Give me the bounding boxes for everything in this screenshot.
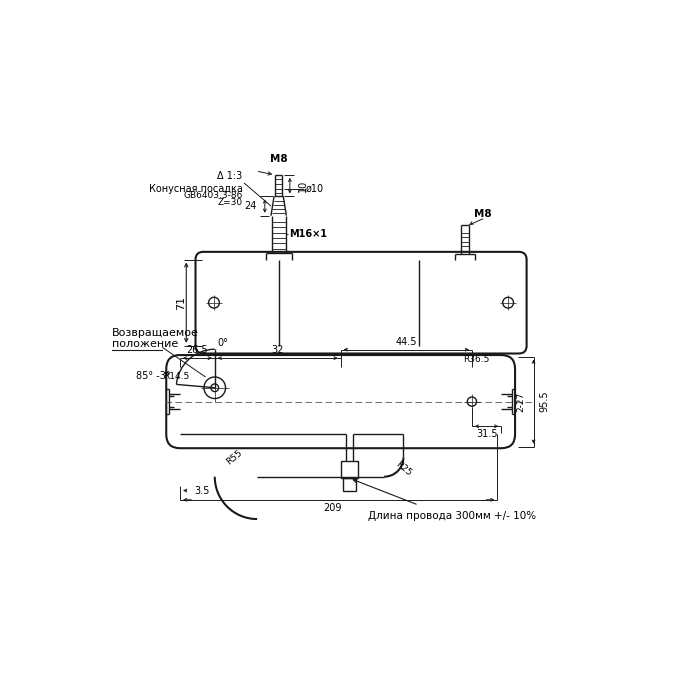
Text: M8: M8	[270, 154, 288, 164]
Text: R36.5: R36.5	[463, 356, 490, 364]
Text: R55: R55	[224, 448, 244, 467]
Text: 2-27: 2-27	[517, 391, 526, 412]
Text: Z=30: Z=30	[218, 198, 242, 207]
Text: ø10: ø10	[305, 184, 323, 194]
Text: Конусная посадка: Конусная посадка	[148, 183, 242, 194]
Text: M16×1: M16×1	[288, 229, 327, 239]
Text: M8: M8	[475, 209, 492, 218]
Text: 0°: 0°	[218, 337, 229, 348]
Text: 3.5: 3.5	[194, 486, 209, 496]
Text: 24: 24	[245, 201, 257, 211]
Text: Длина провода 300мм +/- 10%: Длина провода 300мм +/- 10%	[368, 511, 536, 522]
Text: 32: 32	[272, 345, 284, 355]
Text: 71: 71	[176, 295, 186, 309]
Text: R14.5: R14.5	[163, 372, 189, 381]
Text: положение: положение	[112, 339, 178, 349]
Text: 10: 10	[298, 179, 307, 192]
Text: Возвращаемое: Возвращаемое	[112, 328, 200, 338]
Text: R25: R25	[393, 460, 413, 478]
Text: 95.5: 95.5	[540, 391, 550, 412]
Bar	[341, 461, 358, 478]
Text: 209: 209	[323, 503, 342, 513]
Text: Δ 1:3: Δ 1:3	[217, 171, 242, 181]
Text: 26.5: 26.5	[187, 345, 208, 355]
Bar	[342, 478, 356, 491]
Text: 44.5: 44.5	[395, 337, 417, 346]
Text: 31.5: 31.5	[476, 429, 497, 440]
Text: GB6403.3-86: GB6403.3-86	[183, 191, 242, 200]
Text: 85° -3°: 85° -3°	[136, 371, 171, 382]
